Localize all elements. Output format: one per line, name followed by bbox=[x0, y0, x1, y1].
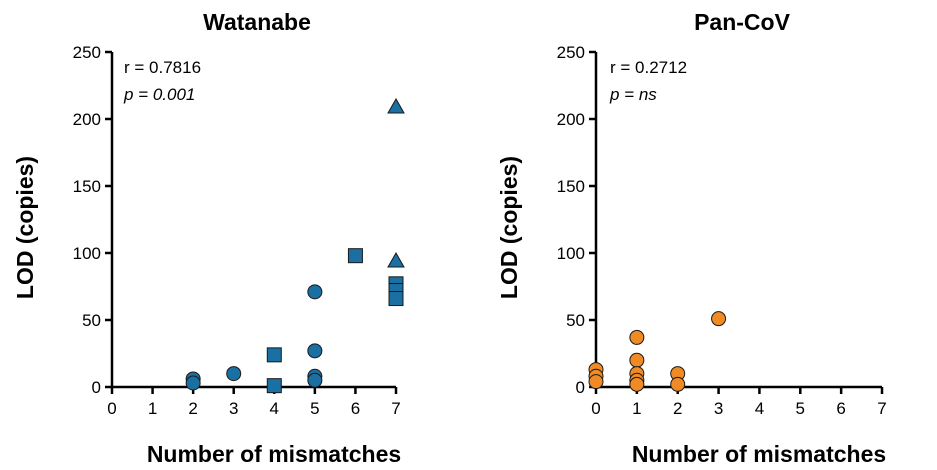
chart-1-x-tick-label: 7 bbox=[391, 399, 400, 418]
chart-2-point-circle bbox=[588, 374, 604, 390]
chart-1-x-tick-label: 4 bbox=[270, 399, 279, 418]
chart-1-x-tick-label: 1 bbox=[148, 399, 157, 418]
chart-1-title: Watanabe bbox=[203, 9, 311, 35]
chart-2-title: Pan-CoV bbox=[694, 9, 791, 35]
chart-1-y-axis-label: LOD (copies) bbox=[12, 156, 38, 299]
chart-2-y-tick-label: 50 bbox=[566, 311, 585, 330]
chart-1-y-tick-label: 50 bbox=[82, 311, 101, 330]
chart-1-point-circle bbox=[185, 375, 201, 391]
chart-2-x-axis-label: Number of mismatches bbox=[632, 441, 886, 467]
chart-1-point-triangle bbox=[387, 97, 405, 114]
chart-1-y-tick-label: 250 bbox=[73, 43, 101, 62]
chart-2-x-tick-label: 5 bbox=[796, 399, 805, 418]
chart-1-point-circle bbox=[307, 284, 323, 300]
chart-2-y-tick-label: 200 bbox=[557, 110, 585, 129]
chart-2-y-tick-label: 100 bbox=[557, 244, 585, 263]
chart-2-x-tick-label: 1 bbox=[632, 399, 641, 418]
chart-1-y-tick-label: 150 bbox=[73, 177, 101, 196]
chart-1-x-tick-label: 5 bbox=[310, 399, 319, 418]
chart-2-x-tick-label: 2 bbox=[673, 399, 682, 418]
chart-1-y-tick-label: 100 bbox=[73, 244, 101, 263]
chart-2-point-circle bbox=[629, 352, 645, 368]
chart-1-point-square bbox=[266, 378, 282, 394]
chart-1-x-tick-label: 2 bbox=[188, 399, 197, 418]
chart-1-x-axis-label: Number of mismatches bbox=[147, 441, 401, 467]
chart-2-r-annotation: r = 0.2712 bbox=[610, 58, 687, 77]
chart-1-point-triangle bbox=[387, 252, 405, 268]
chart-2-x-tick-label: 0 bbox=[591, 399, 600, 418]
chart-1-r-annotation: r = 0.7816 bbox=[124, 58, 201, 77]
chart-1-x-tick-label: 6 bbox=[351, 399, 360, 418]
chart-2-p-annotation: p = ns bbox=[609, 85, 657, 104]
chart-2-x-tick-label: 3 bbox=[714, 399, 723, 418]
chart-1-point-square bbox=[266, 347, 282, 363]
chart-2-point-circle bbox=[711, 311, 727, 327]
chart-1-point-square bbox=[347, 248, 363, 264]
chart-1-point-circle bbox=[226, 366, 242, 382]
chart-2-x-tick-label: 7 bbox=[877, 399, 886, 418]
chart-2-point-circle bbox=[629, 376, 645, 392]
chart-1-point-square bbox=[388, 291, 404, 307]
chart-1-point-circle bbox=[307, 343, 323, 359]
chart-1-p-annotation: p = 0.001 bbox=[123, 85, 195, 104]
chart-1-y-tick-label: 0 bbox=[92, 378, 101, 397]
chart-1-x-tick-label: 0 bbox=[107, 399, 116, 418]
chart-2-x-tick-label: 4 bbox=[755, 399, 764, 418]
chart-1-x-tick-label: 3 bbox=[229, 399, 238, 418]
chart-1-point-circle bbox=[307, 372, 323, 388]
chart-1-y-tick-label: 200 bbox=[73, 110, 101, 129]
chart-2-y-tick-label: 0 bbox=[576, 378, 585, 397]
chart-2-y-axis-label: LOD (copies) bbox=[496, 156, 522, 299]
chart-2-point-circle bbox=[670, 376, 686, 392]
chart-2-x-tick-label: 6 bbox=[836, 399, 845, 418]
chart-2-y-tick-label: 150 bbox=[557, 177, 585, 196]
chart-2-y-tick-label: 250 bbox=[557, 43, 585, 62]
chart-2-point-circle bbox=[629, 329, 645, 345]
